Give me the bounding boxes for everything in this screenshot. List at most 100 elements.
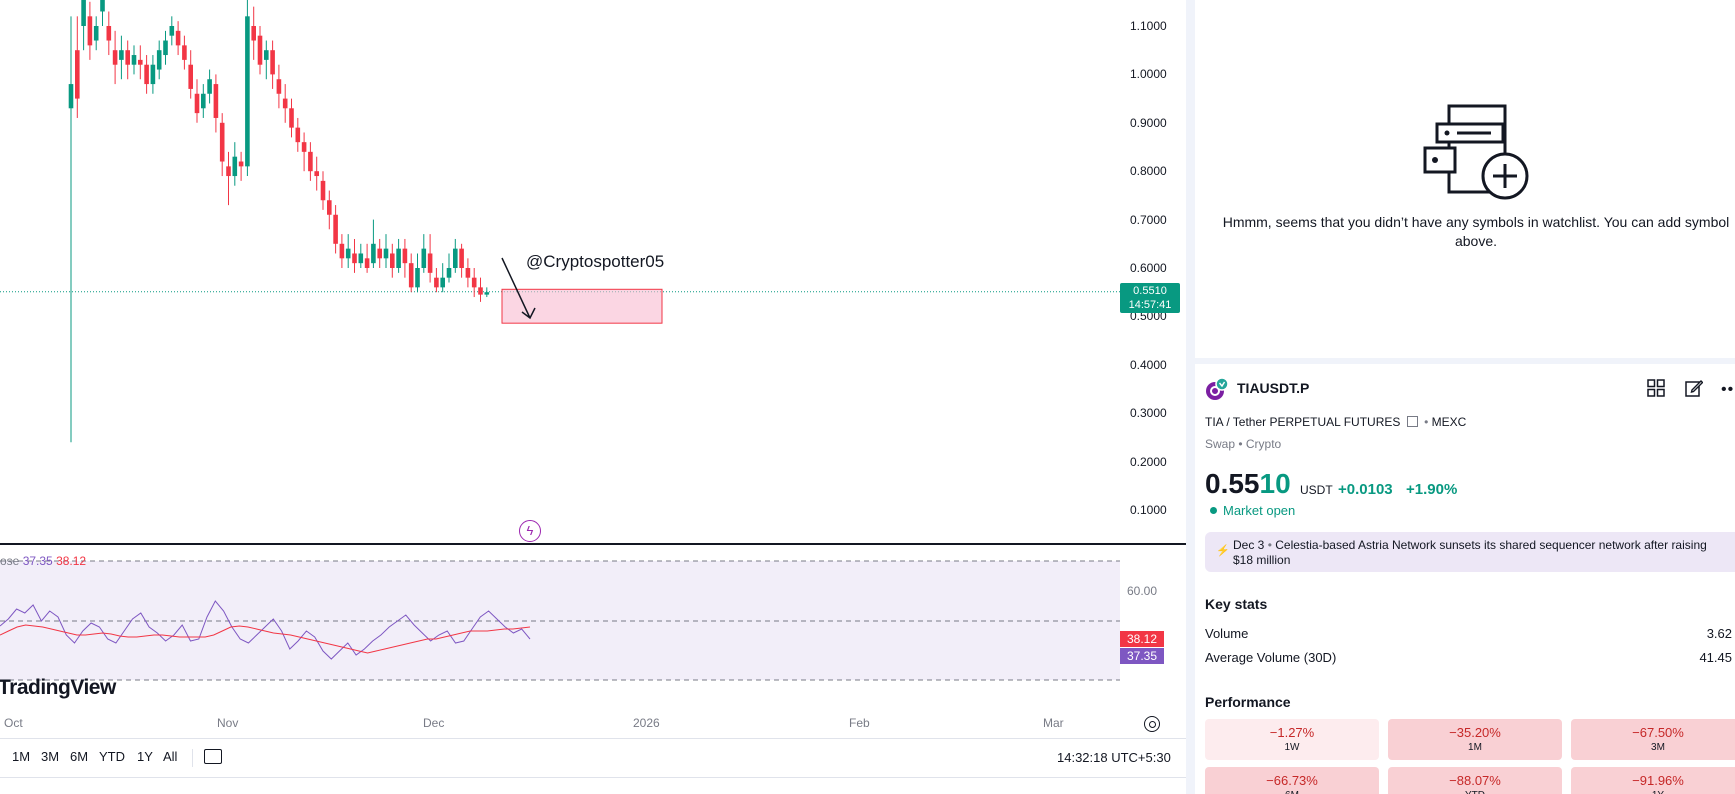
performance-value: −35.20% <box>1449 725 1501 740</box>
candle-body <box>163 40 168 56</box>
more-options-icon[interactable]: •• <box>1721 381 1735 398</box>
candlestick-chart[interactable] <box>0 0 1186 544</box>
price-axis-label: 1.1000 <box>1130 19 1167 33</box>
symbol-ticker[interactable]: TIAUSDT.P <box>1237 380 1310 396</box>
candle-body <box>327 200 332 215</box>
clock-timezone[interactable]: 14:32:18 UTC+5:30 <box>1057 750 1171 765</box>
candle-body <box>358 253 364 264</box>
candle-body <box>408 263 414 288</box>
symbol-description[interactable]: TIA / Tether PERPETUAL FUTURES <box>1205 415 1401 429</box>
price-currency: USDT <box>1300 483 1333 497</box>
range-button-1y[interactable]: 1Y <box>137 749 153 764</box>
candle-body <box>459 248 464 268</box>
empty-watchlist-icon <box>1423 104 1529 200</box>
candle-body <box>131 55 137 65</box>
candle-body <box>440 277 445 288</box>
indicator-legend[interactable]: ose 37.35 38.12 <box>0 554 86 568</box>
candle-body <box>390 253 395 268</box>
performance-cell[interactable]: −1.27% 1W <box>1205 719 1379 760</box>
chart-annotation-text[interactable]: @Cryptospotter05 <box>524 251 667 273</box>
performance-cell[interactable]: −66.73% 6M <box>1205 767 1379 794</box>
edit-note-icon[interactable] <box>1685 379 1703 397</box>
performance-cell[interactable]: −35.20% 1M <box>1388 719 1562 760</box>
price-axis[interactable]: 1.1000 1.0000 0.9000 0.8000 0.7000 0.6000 0.50… <box>1120 0 1186 544</box>
price-axis-label: 0.1000 <box>1130 503 1167 517</box>
news-banner[interactable]: ⚡ Dec 3 • Celestia-based Astria Network … <box>1205 532 1735 572</box>
market-status-dot <box>1210 507 1217 514</box>
candle-body <box>257 35 263 65</box>
candle-body <box>453 248 458 268</box>
range-button-3m[interactable]: 3M <box>41 749 60 764</box>
chart-pane[interactable]: 1.1000 1.0000 0.9000 0.8000 0.7000 0.6000 0.50… <box>0 0 1186 544</box>
news-date: Dec 3 <box>1233 538 1265 552</box>
indicator-line-2 <box>0 624 531 654</box>
price-axis-label: 1.0000 <box>1130 67 1167 82</box>
candle-body <box>207 79 212 94</box>
bottom-panel-strip <box>0 777 1186 794</box>
candle-body <box>119 50 124 60</box>
indicator-level-label: 60.00 <box>1127 584 1158 598</box>
rectangle-drawing <box>501 288 663 324</box>
range-button-all[interactable]: All <box>163 749 178 764</box>
indicator-pane[interactable]: ose 37.35 38.12 60.00 38.12 37.35 Tradin… <box>0 546 1186 714</box>
candle-body <box>106 26 112 41</box>
symbol-description-row: TIA / Tether PERPETUAL FUTURES • MEXC <box>1205 415 1467 429</box>
candle-body <box>182 45 187 60</box>
panel-resize-handle[interactable] <box>1186 0 1195 794</box>
candle-body <box>301 142 307 152</box>
external-link-icon[interactable] <box>1406 416 1418 427</box>
candle-body <box>465 268 471 278</box>
exchange-name[interactable]: MEXC <box>1431 415 1467 429</box>
news-headline: Celestia-based Astria Network sunsets it… <box>1233 538 1707 567</box>
candle-body <box>377 248 382 259</box>
time-label: Oct <box>4 716 23 730</box>
date-range-toolbar: 1M 3M 6M YTD 1Y All 14:32:18 UTC+5:30 <box>0 738 1186 776</box>
candle-body <box>339 243 345 259</box>
candle-body <box>226 166 231 177</box>
performance-period: 1Y <box>1571 790 1735 794</box>
performance-period: YTD <box>1388 790 1562 794</box>
candle-body <box>81 0 86 27</box>
performance-value: −91.96% <box>1632 773 1684 788</box>
watchlist-empty-state: Hmmm, seems that you didn’t have any sym… <box>1195 0 1735 358</box>
performance-cell[interactable]: −91.96% 1Y <box>1571 767 1735 794</box>
performance-cell[interactable]: −67.50% 3M <box>1571 719 1735 760</box>
market-status[interactable]: Market open <box>1223 503 1296 518</box>
price-axis-label: 0.4000 <box>1130 357 1167 372</box>
time-label: Nov <box>217 716 239 730</box>
performance-period: 1W <box>1284 742 1300 753</box>
lightning-icon: ⚡ <box>1216 545 1230 557</box>
candle-body <box>68 84 74 109</box>
price-axis-label: 0.9000 <box>1130 115 1167 130</box>
candle-body <box>345 248 351 259</box>
range-button-ytd[interactable]: YTD <box>99 749 125 764</box>
chart-settings-icon[interactable] <box>1144 716 1160 732</box>
candle-body <box>270 50 275 75</box>
candle-body <box>415 268 420 288</box>
candle-body <box>245 16 250 167</box>
tradingview-logo[interactable]: TradingView <box>0 676 116 699</box>
time-label: 2026 <box>633 716 660 730</box>
performance-title: Performance <box>1205 694 1291 710</box>
current-price: 0.5510 <box>1205 468 1291 500</box>
indicator-value-2: 38.12 <box>56 554 87 568</box>
candle-body <box>371 243 376 264</box>
candle-body <box>383 248 389 259</box>
grid-layout-icon[interactable] <box>1647 379 1665 397</box>
range-button-6m[interactable]: 6M <box>70 749 89 764</box>
price-axis-label: 0.8000 <box>1130 164 1167 179</box>
go-to-date-icon[interactable] <box>204 749 222 764</box>
candle-body <box>169 26 175 36</box>
panel-separator[interactable] <box>1195 358 1735 364</box>
price-axis-label: 0.2000 <box>1130 454 1167 469</box>
candle-body <box>427 253 433 273</box>
range-button-1m[interactable]: 1M <box>12 749 31 764</box>
price-axis-label: 0.6000 <box>1130 261 1167 275</box>
time-axis[interactable]: Oct Nov Dec 2026 Feb Mar <box>0 712 1186 738</box>
events-lightning-icon[interactable]: ϟ <box>519 520 541 542</box>
performance-period: 1M <box>1468 742 1482 753</box>
performance-cell[interactable]: −88.07% YTD <box>1388 767 1562 794</box>
candle-body <box>175 30 181 46</box>
pane-divider[interactable] <box>0 543 1186 545</box>
candle-body <box>93 26 99 41</box>
